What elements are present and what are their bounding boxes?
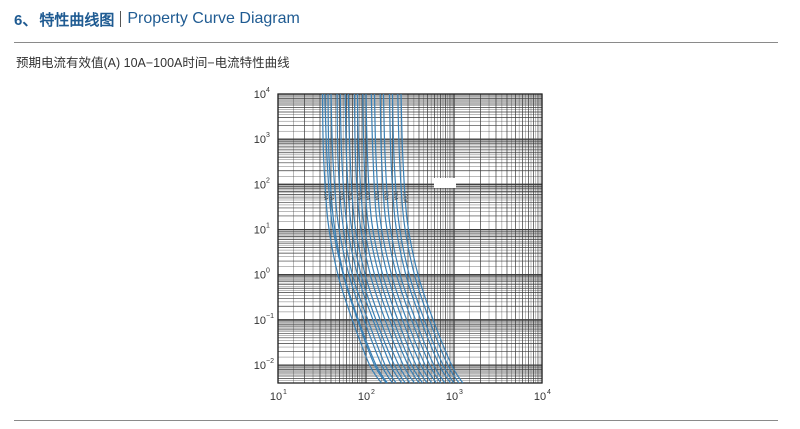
x-axis-ticks: 10 1 10 2 10 3 10 4 [270, 389, 551, 403]
curve-50A-max [373, 93, 437, 384]
curve-63A-min [379, 93, 442, 384]
curve-25A-min [344, 93, 406, 384]
curve-label-100A: 100A [401, 191, 407, 203]
curve-32A-min [353, 93, 415, 384]
y-tick-exponent: 0 [266, 268, 270, 275]
plot-frame [277, 93, 543, 384]
curve-40A-max [365, 93, 428, 384]
y-tick-exponent: −2 [266, 358, 274, 365]
section-header: 6、 特性曲线图 Property Curve Diagram [14, 6, 300, 32]
curve-16A-max [330, 93, 394, 384]
curve-label-16A: 16A [328, 191, 334, 201]
curve-25A-max [347, 93, 411, 384]
curve-16A-min [327, 93, 388, 384]
x-tick-label: 10 [534, 391, 546, 403]
y-tick-label: 10 [254, 360, 266, 372]
curve-80A-max [391, 93, 455, 384]
header-divider [14, 42, 778, 43]
curve-label-63A: 63A [383, 191, 389, 201]
x-tick-label: 10 [358, 391, 370, 403]
y-tick-label: 10 [254, 315, 266, 327]
chart-curves [321, 93, 464, 384]
curve-label-25A: 25A [346, 191, 352, 201]
x-tick-exponent: 1 [283, 389, 287, 396]
section-title-en: Property Curve Diagram [127, 10, 300, 27]
section-number: 6、 [14, 11, 38, 29]
y-tick-exponent: 1 [266, 223, 270, 230]
y-tick-label: 10 [254, 89, 266, 101]
footer-divider [14, 420, 778, 421]
section-title-cn: 特性曲线图 [39, 11, 115, 29]
y-tick-exponent: 4 [266, 87, 270, 94]
y-tick-label: 10 [254, 270, 266, 282]
x-tick-exponent: 2 [371, 389, 375, 396]
curve-80A-min [388, 93, 451, 384]
y-tick-exponent: 2 [266, 177, 270, 184]
y-tick-label: 10 [254, 179, 266, 191]
curve-32A-max [356, 93, 420, 384]
curve-10A-min [321, 93, 382, 384]
y-tick-exponent: −1 [266, 313, 274, 320]
curve-label-32A: 32A [355, 191, 361, 201]
curve-20A-min [336, 93, 397, 384]
curve-50A-min [370, 93, 433, 384]
x-tick-exponent: 3 [459, 389, 463, 396]
y-tick-label: 10 [254, 225, 266, 237]
curve-label-80A: 80A [392, 191, 398, 201]
x-tick-label: 10 [446, 391, 458, 403]
curve-100A-min [397, 93, 460, 384]
y-tick-exponent: 3 [266, 132, 270, 139]
curve-63A-max [382, 93, 446, 384]
curve-label-40A: 40A [364, 191, 370, 201]
annotation-box [434, 178, 456, 188]
x-tick-exponent: 4 [547, 389, 551, 396]
y-tick-label: 10 [254, 134, 266, 146]
chart-subtitle: 预期电流有效值(A) 10A−100A时间−电流特性曲线 [16, 56, 290, 70]
curve-label-10A: 10A [322, 191, 328, 201]
x-tick-label: 10 [270, 391, 282, 403]
curve-20A-max [339, 93, 403, 384]
curve-40A-min [362, 93, 424, 384]
curve-label-20A: 20A [337, 191, 343, 201]
curve-100A-max [400, 93, 464, 384]
curve-label-50A: 50A [373, 191, 379, 201]
title-separator [120, 11, 122, 27]
curve-labels: 10A 16A 20A 25A 32A 40A 50A 63A 80A 100A [322, 191, 407, 203]
